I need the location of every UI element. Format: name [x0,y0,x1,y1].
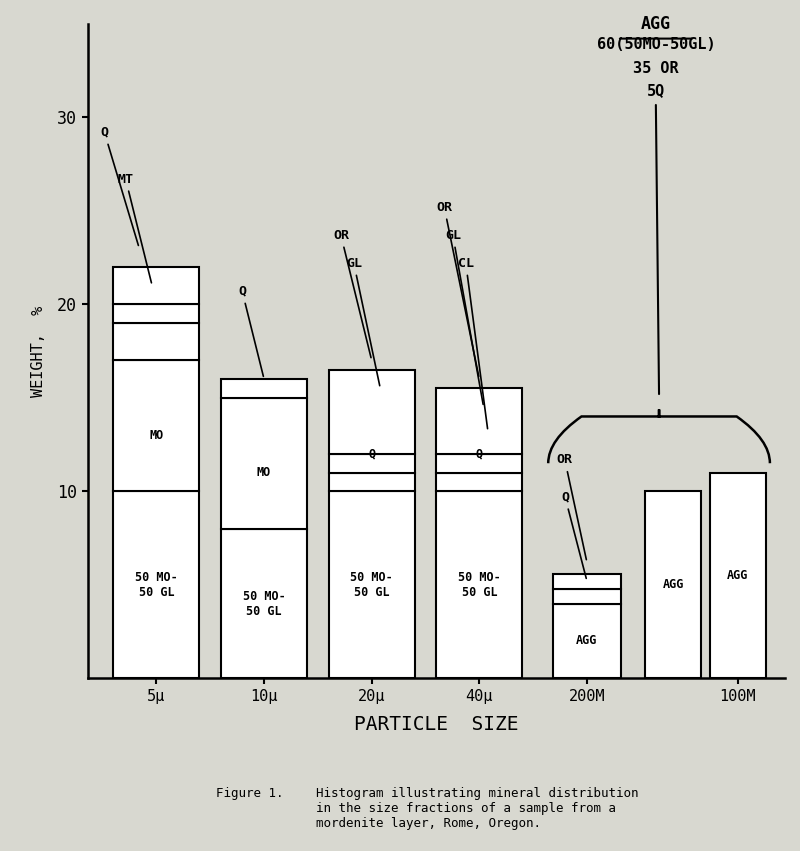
Text: MT: MT [118,173,151,283]
Bar [329,369,414,454]
Bar [114,267,199,304]
Bar [114,360,199,491]
Bar [436,388,522,454]
Text: 50 MO-
50 GL: 50 MO- 50 GL [350,571,393,599]
Text: CL: CL [458,257,487,429]
Text: Histogram illustrating mineral distribution
in the size fractions of a sample fr: Histogram illustrating mineral distribut… [316,787,638,831]
Text: Q: Q [238,285,263,376]
X-axis label: PARTICLE  SIZE: PARTICLE SIZE [354,715,518,734]
Text: MO: MO [150,429,163,442]
Text: AGG: AGG [641,15,671,33]
Text: 50 MO-
50 GL: 50 MO- 50 GL [242,590,286,618]
Bar [221,379,307,397]
Bar [221,528,307,678]
Bar [436,454,522,472]
Text: 5Q: 5Q [646,83,665,99]
Bar [329,472,414,491]
Bar [553,603,622,678]
Text: AGG: AGG [576,635,598,648]
Text: OR: OR [557,454,586,560]
Bar [114,323,199,360]
Text: Figure 1.: Figure 1. [216,787,283,800]
Bar [436,491,522,678]
Bar [114,304,199,323]
Bar [710,472,766,678]
Bar [436,472,522,491]
Bar [645,491,701,678]
Text: MO: MO [257,466,271,479]
Text: Q: Q [368,448,375,460]
Bar [114,491,199,678]
Text: OR: OR [333,229,371,357]
Text: 60(50MO-50GL): 60(50MO-50GL) [597,37,715,52]
Text: 50 MO-
50 GL: 50 MO- 50 GL [135,571,178,599]
Text: GL: GL [346,257,380,386]
Bar [553,574,622,589]
Text: AGG: AGG [662,579,684,591]
Text: Q: Q [561,491,586,579]
Bar [553,589,622,603]
Text: Q: Q [476,448,483,460]
Text: GL: GL [445,229,483,404]
Bar [329,454,414,472]
Text: 50 MO-
50 GL: 50 MO- 50 GL [458,571,501,599]
Y-axis label: WEIGHT,  %: WEIGHT, % [31,306,46,397]
Text: 35 OR: 35 OR [633,61,678,76]
Text: OR: OR [436,201,478,376]
Bar [329,491,414,678]
Text: Q: Q [101,126,138,245]
Bar [221,397,307,528]
Text: AGG: AGG [727,569,748,582]
